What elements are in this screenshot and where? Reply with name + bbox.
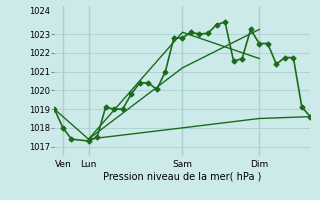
Text: 1024: 1024 [29,7,50,16]
X-axis label: Pression niveau de la mer( hPa ): Pression niveau de la mer( hPa ) [103,172,261,182]
